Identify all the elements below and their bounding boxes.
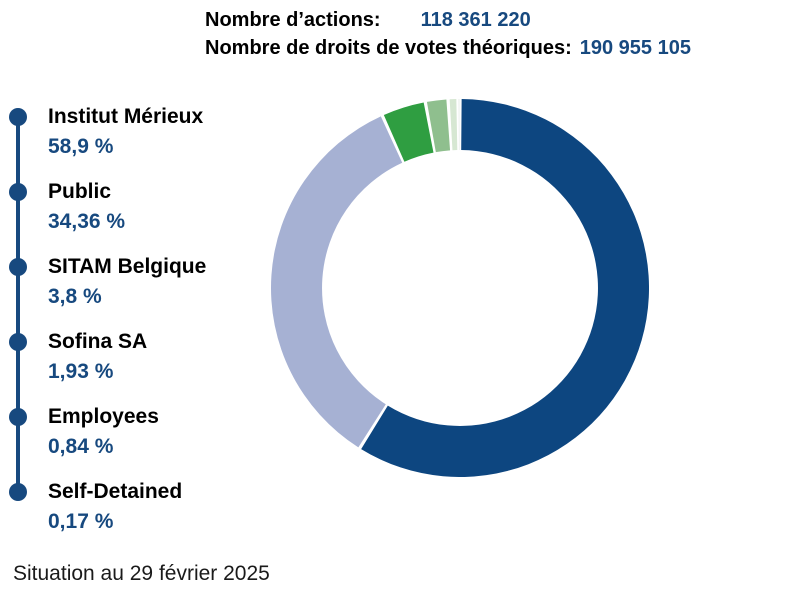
legend-bullet-icon [9, 333, 27, 351]
voting-rights-value: 190 955 105 [579, 37, 691, 59]
legend-item-percentage: 58,9 % [48, 135, 114, 158]
legend-item-percentage: 0,17 % [48, 510, 114, 533]
legend-item-label: Employees [48, 405, 159, 428]
legend-item-label: SITAM Belgique [48, 255, 207, 278]
legend-bullet-icon [9, 483, 27, 501]
legend-connector-line [16, 117, 20, 490]
legend-item-text: Self-Detained 0,17 % [48, 479, 182, 535]
donut-chart [271, 99, 649, 477]
legend-item-percentage: 0,84 % [48, 435, 114, 458]
legend-item-employees: Employees 0,84 % [9, 404, 159, 460]
legend-item-percentage: 34,36 % [48, 210, 126, 233]
shares-count-row: Nombre d’actions: 118 361 220 [205, 6, 691, 34]
donut-segment-public [271, 116, 403, 448]
legend-item-public: Public 34,36 % [9, 179, 125, 235]
legend-item-self-detained: Self-Detained 0,17 % [9, 479, 182, 535]
legend-item-percentage: 3,8 % [48, 285, 102, 308]
legend-bullet-icon [9, 258, 27, 276]
legend-item-text: Sofina SA 1,93 % [48, 329, 147, 385]
legend-bullet-icon [9, 408, 27, 426]
legend-item-percentage: 1,93 % [48, 360, 114, 383]
shares-count-value: 118 361 220 [420, 9, 531, 31]
shares-count-label: Nombre d’actions: [205, 9, 381, 31]
donut-segment-employees [449, 99, 458, 151]
legend-item-text: SITAM Belgique 3,8 % [48, 254, 206, 310]
voting-rights-row: Nombre de droits de votes théoriques: 190… [205, 34, 691, 62]
legend-item-sofina-sa: Sofina SA 1,93 % [9, 329, 147, 385]
legend-item-label: Self-Detained [48, 480, 183, 503]
legend-item-sitam-belgique: SITAM Belgique 3,8 % [9, 254, 206, 310]
legend-item-text: Institut Mérieux 58,9 % [48, 104, 203, 160]
legend-bullet-icon [9, 108, 27, 126]
legend-item-label: Public [48, 180, 112, 203]
donut-segment-self-detained [458, 99, 460, 151]
legend-item-text: Employees 0,84 % [48, 404, 159, 460]
situation-date-caption: Situation au 29 février 2025 [13, 562, 270, 585]
donut-segment-sitam-belgique [383, 102, 434, 162]
legend-bullet-icon [9, 183, 27, 201]
legend-item-label: Institut Mérieux [48, 105, 204, 128]
donut-segment-sofina-sa [426, 99, 451, 153]
legend-item-text: Public 34,36 % [48, 179, 125, 235]
voting-rights-label: Nombre de droits de votes théoriques: [205, 37, 572, 59]
legend-item-institut-merieux: Institut Mérieux 58,9 % [9, 104, 203, 160]
header: Nombre d’actions: 118 361 220 Nombre de d… [205, 6, 691, 62]
donut-segment-institut-merieux [361, 99, 649, 477]
legend-item-label: Sofina SA [48, 330, 148, 353]
